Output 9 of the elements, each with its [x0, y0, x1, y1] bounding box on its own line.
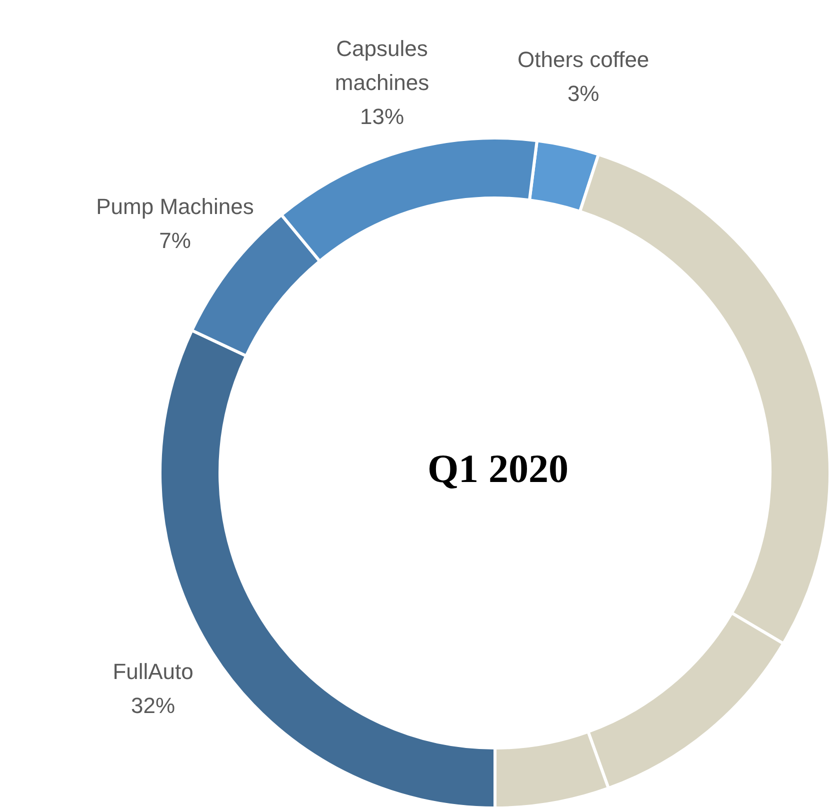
slice-label: Capsules machines	[334, 36, 430, 95]
data-label: 7%	[159, 228, 191, 253]
slice-label: Pump Machines	[96, 194, 254, 219]
text: Q1 2020	[427, 446, 569, 492]
slice-label: Others coffee	[518, 46, 650, 72]
slice-label: FullAuto	[112, 658, 194, 684]
data-label: 3%	[567, 80, 600, 106]
data-label: 13%	[360, 104, 404, 129]
data-label: 32%	[131, 692, 176, 718]
